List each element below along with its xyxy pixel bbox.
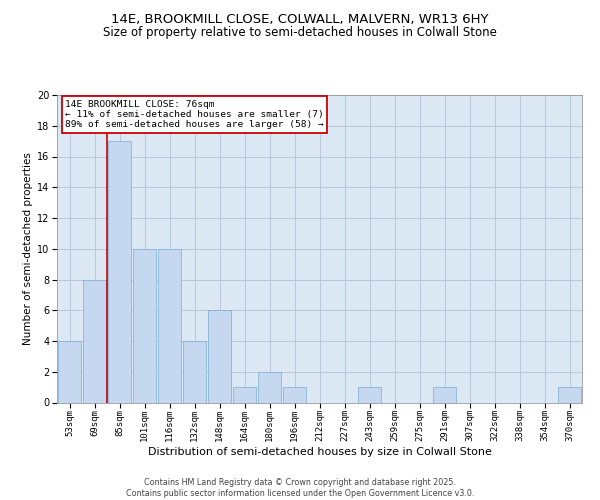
Bar <box>183 341 206 402</box>
Bar <box>558 387 581 402</box>
Text: Contains HM Land Registry data © Crown copyright and database right 2025.
Contai: Contains HM Land Registry data © Crown c… <box>126 478 474 498</box>
Text: Size of property relative to semi-detached houses in Colwall Stone: Size of property relative to semi-detach… <box>103 26 497 39</box>
Bar <box>58 341 81 402</box>
X-axis label: Distribution of semi-detached houses by size in Colwall Stone: Distribution of semi-detached houses by … <box>148 446 491 456</box>
Bar <box>258 372 281 402</box>
Bar <box>208 310 231 402</box>
Bar <box>108 141 131 403</box>
Bar <box>433 387 456 402</box>
Y-axis label: Number of semi-detached properties: Number of semi-detached properties <box>23 152 33 345</box>
Bar <box>358 387 381 402</box>
Bar <box>283 387 306 402</box>
Text: 14E, BROOKMILL CLOSE, COLWALL, MALVERN, WR13 6HY: 14E, BROOKMILL CLOSE, COLWALL, MALVERN, … <box>111 12 489 26</box>
Bar <box>233 387 256 402</box>
Text: 14E BROOKMILL CLOSE: 76sqm
← 11% of semi-detached houses are smaller (7)
89% of : 14E BROOKMILL CLOSE: 76sqm ← 11% of semi… <box>65 100 323 130</box>
Bar <box>158 248 181 402</box>
Bar <box>133 248 156 402</box>
Bar <box>83 280 106 402</box>
